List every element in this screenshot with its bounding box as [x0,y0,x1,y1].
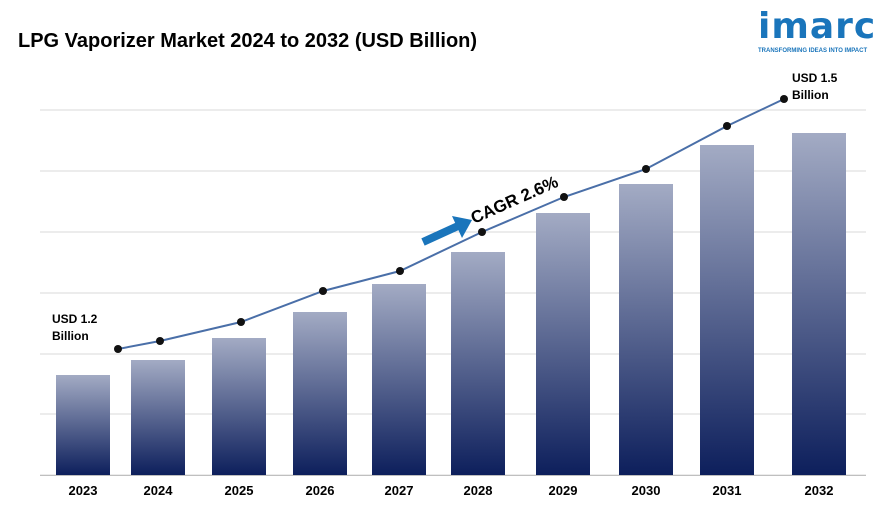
x-tick-label: 2027 [385,483,414,498]
imarc-logo: imarc TRANSFORMING IDEAS INTO IMPACT [758,8,875,58]
trend-point-2029 [560,193,568,201]
x-tick-label: 2032 [805,483,834,498]
end-value-label-line2: Billion [792,88,829,102]
trend-polyline [117,98,785,350]
bar-2024 [131,360,185,475]
trend-point-2023 [114,345,122,353]
start-value-label-line1: USD 1.2 [52,312,98,326]
trend-point-2030 [642,165,650,173]
bar-2032 [792,133,846,475]
x-tick-label: 2024 [144,483,174,498]
logo-tagline: TRANSFORMING IDEAS INTO IMPACT [758,48,868,54]
x-tick-label: 2030 [632,483,661,498]
trend-point-2026 [319,287,327,295]
bar-2026 [293,312,347,475]
trend-point-2028 [478,228,486,236]
x-tick-label: 2026 [306,483,335,498]
bar-2027 [372,284,426,475]
bar-2030 [619,184,673,475]
trend-point-2025 [237,318,245,326]
trend-point-2032 [780,95,788,103]
x-tick-label: 2023 [69,483,98,498]
bar-2029 [536,213,590,475]
x-axis: 2023 2024 2025 2026 2027 2028 2029 2030 2031 2032 [40,475,866,498]
trend-point-2031 [723,122,731,130]
x-tick-label: 2031 [713,483,742,498]
bar-2025 [212,338,266,475]
x-tick-label: 2025 [225,483,254,498]
end-value-label-line1: USD 1.5 [792,71,838,85]
bar-2023 [56,375,110,475]
logo-wordmark: imarc [758,6,877,47]
bar-2031 [700,145,754,475]
x-tick-label: 2028 [464,483,493,498]
start-value-label-line2: Billion [52,329,89,343]
page-title: LPG Vaporizer Market 2024 to 2032 (USD B… [18,30,478,52]
bars [56,133,846,475]
trend-point-2027 [396,267,404,275]
trend-line [114,95,788,353]
cagr-arrow-icon [421,216,472,246]
bar-2028 [451,252,505,475]
x-tick-label: 2029 [549,483,578,498]
trend-point-2024 [156,337,164,345]
